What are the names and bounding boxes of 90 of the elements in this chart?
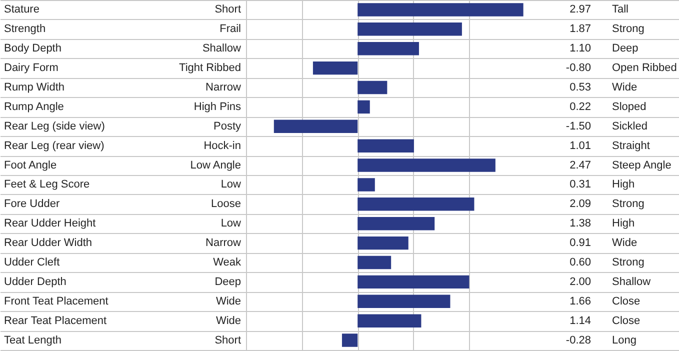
y-tick-label: Front Teat Placement (4, 295, 108, 308)
text: Frail (220, 23, 241, 36)
y-tick-label: Udder Cleft (4, 256, 60, 268)
data-label: 1.14 (570, 314, 591, 327)
text: Tall (612, 4, 629, 16)
y-tick-label: Rump Width (4, 82, 65, 94)
bar (358, 3, 524, 16)
text: High Pins (194, 100, 242, 113)
data-label: 0.53 (570, 82, 591, 94)
text: Strong (612, 23, 644, 36)
data-label: -1.50 (566, 120, 591, 132)
data-label: 1.10 (570, 42, 591, 55)
bar (358, 217, 435, 230)
y-tick-label: Stature (4, 4, 40, 16)
data-label: -0.28 (566, 334, 591, 346)
y-tick-label: Strength (4, 23, 46, 36)
y-tick-label: Teat Length (4, 334, 62, 346)
text: High (612, 178, 635, 191)
text: Wide (612, 82, 638, 94)
bar (358, 314, 422, 328)
text: Posty (213, 120, 242, 132)
text: Strong (612, 256, 644, 268)
y-tick-label: Foot Angle (4, 159, 57, 172)
data-label: -0.80 (566, 62, 591, 74)
text: Shallow (612, 276, 651, 288)
text: Low (220, 218, 242, 230)
text: Short (214, 4, 241, 16)
y-tick-label: Rear Teat Placement (4, 314, 107, 327)
text: Long (612, 334, 636, 346)
data-label: 1.87 (570, 23, 591, 36)
data-label: 2.00 (570, 276, 591, 288)
text: High (612, 218, 635, 230)
bar (358, 80, 388, 94)
bar (358, 100, 370, 114)
bar (358, 42, 419, 56)
data-label: 2.97 (570, 4, 591, 16)
y-tick-label: Udder Depth (4, 276, 66, 288)
text: Wide (216, 295, 241, 308)
data-label: 2.09 (570, 198, 591, 210)
y-tick-label: Body Depth (4, 42, 62, 55)
text: Short (214, 334, 241, 346)
text: Low Angle (190, 159, 241, 172)
bar (358, 158, 496, 172)
bar (358, 256, 392, 270)
data-label: 2.47 (570, 159, 591, 172)
text: Hock-in (204, 140, 241, 152)
bar (358, 139, 414, 152)
y-tick-label: Rear Udder Height (4, 218, 96, 230)
y-tick-label: Fore Udder (4, 198, 60, 210)
text: Sloped (612, 100, 646, 113)
text: Steep Angle (612, 159, 672, 172)
y-tick-label: Rear Udder Width (4, 237, 92, 250)
bar (312, 61, 358, 75)
data-label: 1.66 (570, 295, 591, 308)
data-label: 1.38 (570, 218, 591, 230)
text: Open Ribbed (612, 62, 677, 74)
data-label: 1.01 (570, 140, 591, 152)
y-tick-label: Rump Angle (4, 100, 64, 113)
bar (358, 22, 462, 36)
bar (358, 275, 470, 289)
bar (358, 294, 450, 308)
text: Weak (213, 256, 242, 268)
text: Deep (612, 42, 638, 55)
y-tick-label: Rear Leg (side view) (4, 120, 105, 132)
text: Wide (216, 314, 241, 327)
text: Close (612, 295, 640, 308)
data-label: 0.60 (570, 256, 591, 268)
y-tick-label: Feet & Leg Score (4, 178, 90, 191)
y-tick-label: Dairy Form (4, 62, 58, 74)
data-label: 0.31 (570, 178, 591, 191)
text: Strong (612, 198, 644, 210)
text: Narrow (206, 82, 242, 94)
bar (358, 198, 474, 211)
data-label: 0.91 (570, 237, 591, 250)
text: Tight Ribbed (179, 62, 241, 74)
text: Sickled (612, 120, 648, 132)
bar (342, 334, 358, 347)
data-label: 0.22 (570, 100, 591, 113)
text: Straight (612, 140, 650, 152)
text: Loose (211, 198, 241, 210)
text: Deep (214, 276, 241, 288)
bar (358, 236, 408, 250)
text: Low (220, 178, 242, 191)
text: Narrow (206, 237, 242, 250)
bar (358, 178, 375, 192)
text: Close (612, 314, 640, 327)
text: Wide (612, 237, 638, 250)
y-tick-label: Rear Leg (rear view) (4, 140, 104, 152)
bar (274, 120, 358, 133)
text: Shallow (202, 42, 242, 55)
